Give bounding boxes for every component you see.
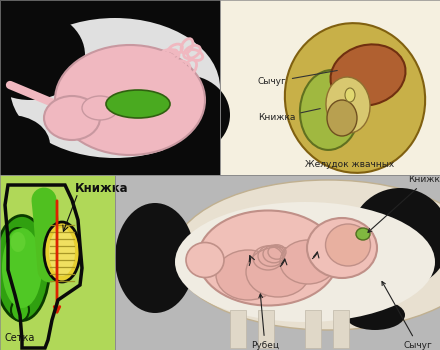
Ellipse shape	[140, 75, 230, 155]
Ellipse shape	[326, 224, 370, 266]
Ellipse shape	[82, 96, 118, 120]
Ellipse shape	[49, 228, 75, 276]
Ellipse shape	[330, 44, 406, 106]
Bar	[220, 0, 440, 175]
Ellipse shape	[44, 96, 100, 140]
Bar	[0, 175, 115, 350]
Bar	[258, 310, 274, 348]
Bar	[333, 310, 349, 348]
Ellipse shape	[10, 18, 220, 158]
Ellipse shape	[0, 10, 85, 100]
Text: Книжка: Книжка	[368, 175, 440, 232]
Ellipse shape	[356, 228, 370, 240]
Ellipse shape	[246, 247, 310, 297]
Ellipse shape	[175, 202, 435, 322]
Ellipse shape	[300, 70, 360, 150]
Bar	[0, 175, 115, 350]
Text: Книжка: Книжка	[258, 108, 320, 122]
Ellipse shape	[2, 228, 42, 308]
Bar	[115, 175, 440, 350]
Text: Сычуг: Сычуг	[258, 70, 337, 86]
Ellipse shape	[345, 300, 405, 330]
Ellipse shape	[307, 218, 377, 278]
Bar	[220, 0, 440, 175]
Ellipse shape	[0, 216, 50, 321]
Ellipse shape	[198, 210, 338, 306]
Text: Сетка: Сетка	[4, 333, 34, 343]
Ellipse shape	[173, 180, 440, 330]
Ellipse shape	[285, 23, 425, 173]
Bar	[115, 175, 440, 350]
Bar	[0, 0, 220, 175]
Bar	[305, 310, 321, 348]
Text: Сычуг: Сычуг	[382, 281, 433, 350]
Ellipse shape	[55, 45, 205, 155]
Ellipse shape	[186, 243, 224, 278]
Ellipse shape	[216, 250, 280, 300]
Ellipse shape	[11, 299, 29, 321]
Ellipse shape	[280, 240, 336, 284]
Ellipse shape	[44, 222, 80, 282]
Text: Книжка: Книжка	[75, 182, 128, 195]
Ellipse shape	[327, 100, 357, 136]
Ellipse shape	[0, 115, 50, 175]
Ellipse shape	[115, 203, 195, 313]
Ellipse shape	[7, 228, 29, 256]
Ellipse shape	[326, 77, 370, 133]
Bar	[0, 0, 220, 175]
Ellipse shape	[345, 88, 355, 102]
Ellipse shape	[350, 188, 440, 288]
Ellipse shape	[106, 90, 170, 118]
Bar	[230, 310, 246, 348]
Text: Желудок жвачных: Желудок жвачных	[305, 160, 395, 169]
Ellipse shape	[11, 232, 26, 252]
Text: Рубец: Рубец	[251, 294, 279, 350]
